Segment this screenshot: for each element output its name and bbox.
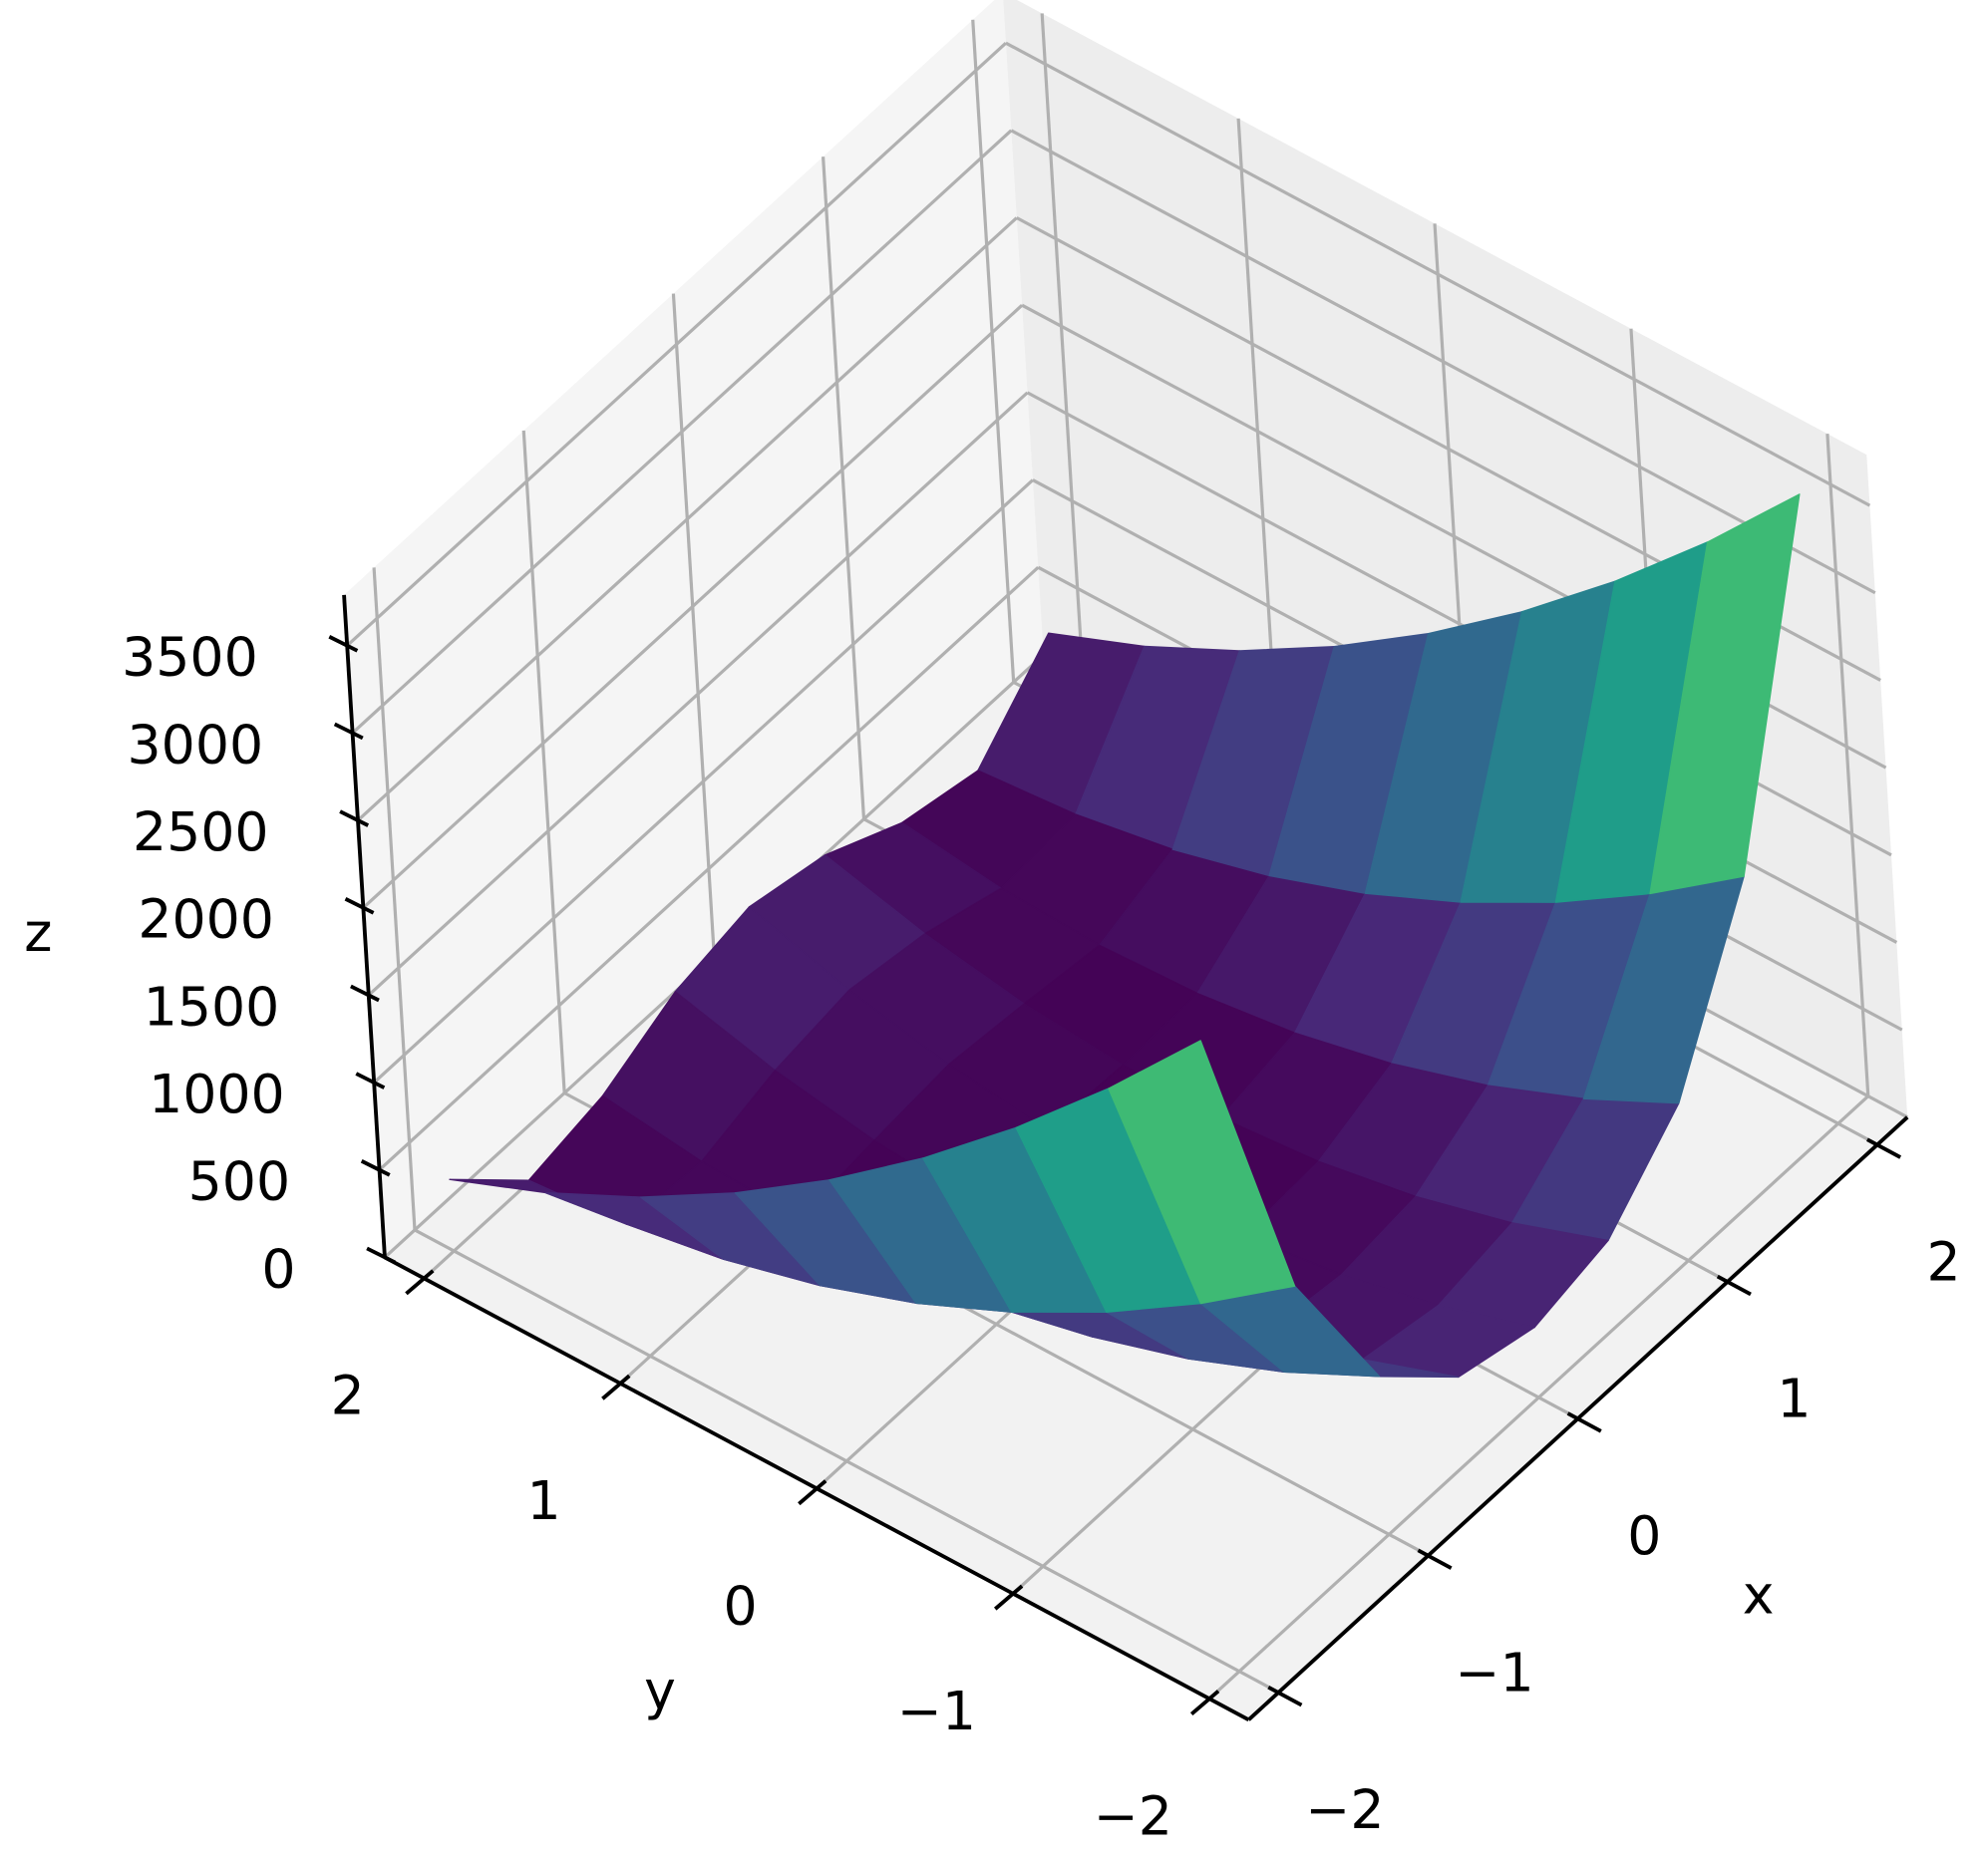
y-axis-label: y [644,1659,676,1721]
grid-line [351,129,1013,735]
tick-mark [1189,1690,1220,1716]
z-tick-label: 3500 [122,626,258,689]
tick-mark [344,897,375,915]
y-tick-label: −2 [1094,1784,1172,1847]
grid-line [971,19,1016,683]
tick-mark [1566,1411,1602,1433]
grid-line [372,567,417,1231]
tick-mark [355,1072,386,1089]
surface-patch [1649,493,1801,895]
x-tick-label: 1 [1777,1368,1811,1430]
grid-line [373,478,1034,1085]
x-tick-label: −2 [1305,1778,1384,1841]
plot-area: −2 −1 0 1 2 −2 −1 0 1 2 0 500 1000 1500 2000 2500 3000 35… [24,0,1961,1847]
y-axis [384,1255,1250,1721]
grid-line [671,293,716,957]
y-tick-label: 1 [527,1469,561,1532]
grid-line [821,156,866,819]
z-axis-label: z [24,901,52,964]
grid-line [356,216,1018,822]
y-tick-label: 2 [331,1365,365,1427]
z-tick-label: 1500 [144,975,280,1038]
y-tick-label: −1 [897,1680,976,1742]
grid-line [1005,41,1871,507]
grid-line [367,391,1029,997]
tick-mark [405,1269,435,1296]
y-tick-label: 0 [723,1574,757,1637]
tick-mark [601,1374,631,1400]
x-axis-label: x [1743,1564,1775,1627]
tick-mark [360,1159,391,1177]
tick-mark [1866,1137,1902,1159]
tick-mark [1267,1686,1303,1707]
tick-mark [350,984,380,1003]
tick-mark [1417,1548,1453,1570]
x-axis [1247,1115,1909,1721]
grid-line [1040,13,1085,677]
tick-mark [339,809,370,827]
surface-patch [1108,1040,1296,1305]
grid-line [378,566,1040,1171]
tick-mark [328,635,359,653]
z-axis [342,594,387,1258]
z-tick-label: 2000 [138,888,274,951]
grid-line [1010,129,1876,595]
tick-mark [1716,1274,1752,1297]
grid-line [521,430,566,1093]
tick-mark [993,1584,1024,1611]
grid-line [346,42,1007,647]
x-tick-label: −1 [1456,1641,1534,1704]
tick-mark [333,722,364,741]
grid-line [362,304,1024,909]
x-tick-label: 0 [1627,1504,1661,1567]
grid-line [1207,1094,1869,1701]
z-tick-label: 500 [188,1150,290,1213]
z-tick-label: 2500 [133,800,269,863]
z-tick-label: 0 [261,1237,295,1300]
x-tick-label: 2 [1927,1230,1961,1293]
z-tick-label: 1000 [149,1063,285,1125]
tick-mark [798,1479,828,1506]
z-tick-label: 3000 [128,713,264,776]
grid-line [1825,434,1870,1096]
